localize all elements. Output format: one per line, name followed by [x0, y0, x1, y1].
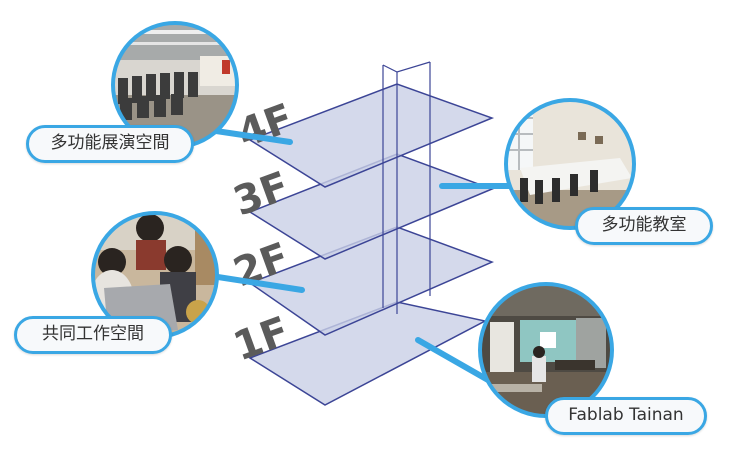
building-shaft — [382, 61, 431, 314]
connector-1f — [415, 337, 491, 383]
fablab-photo — [478, 282, 614, 418]
slab-4f — [248, 83, 495, 188]
callout-1f: Fablab Tainan — [545, 397, 707, 435]
connector-2f — [202, 272, 305, 293]
callout-3f: 多功能教室 — [575, 207, 713, 245]
callout-4f: 多功能展演空間 — [26, 125, 194, 163]
callout-2f: 共同工作空間 — [14, 316, 172, 354]
